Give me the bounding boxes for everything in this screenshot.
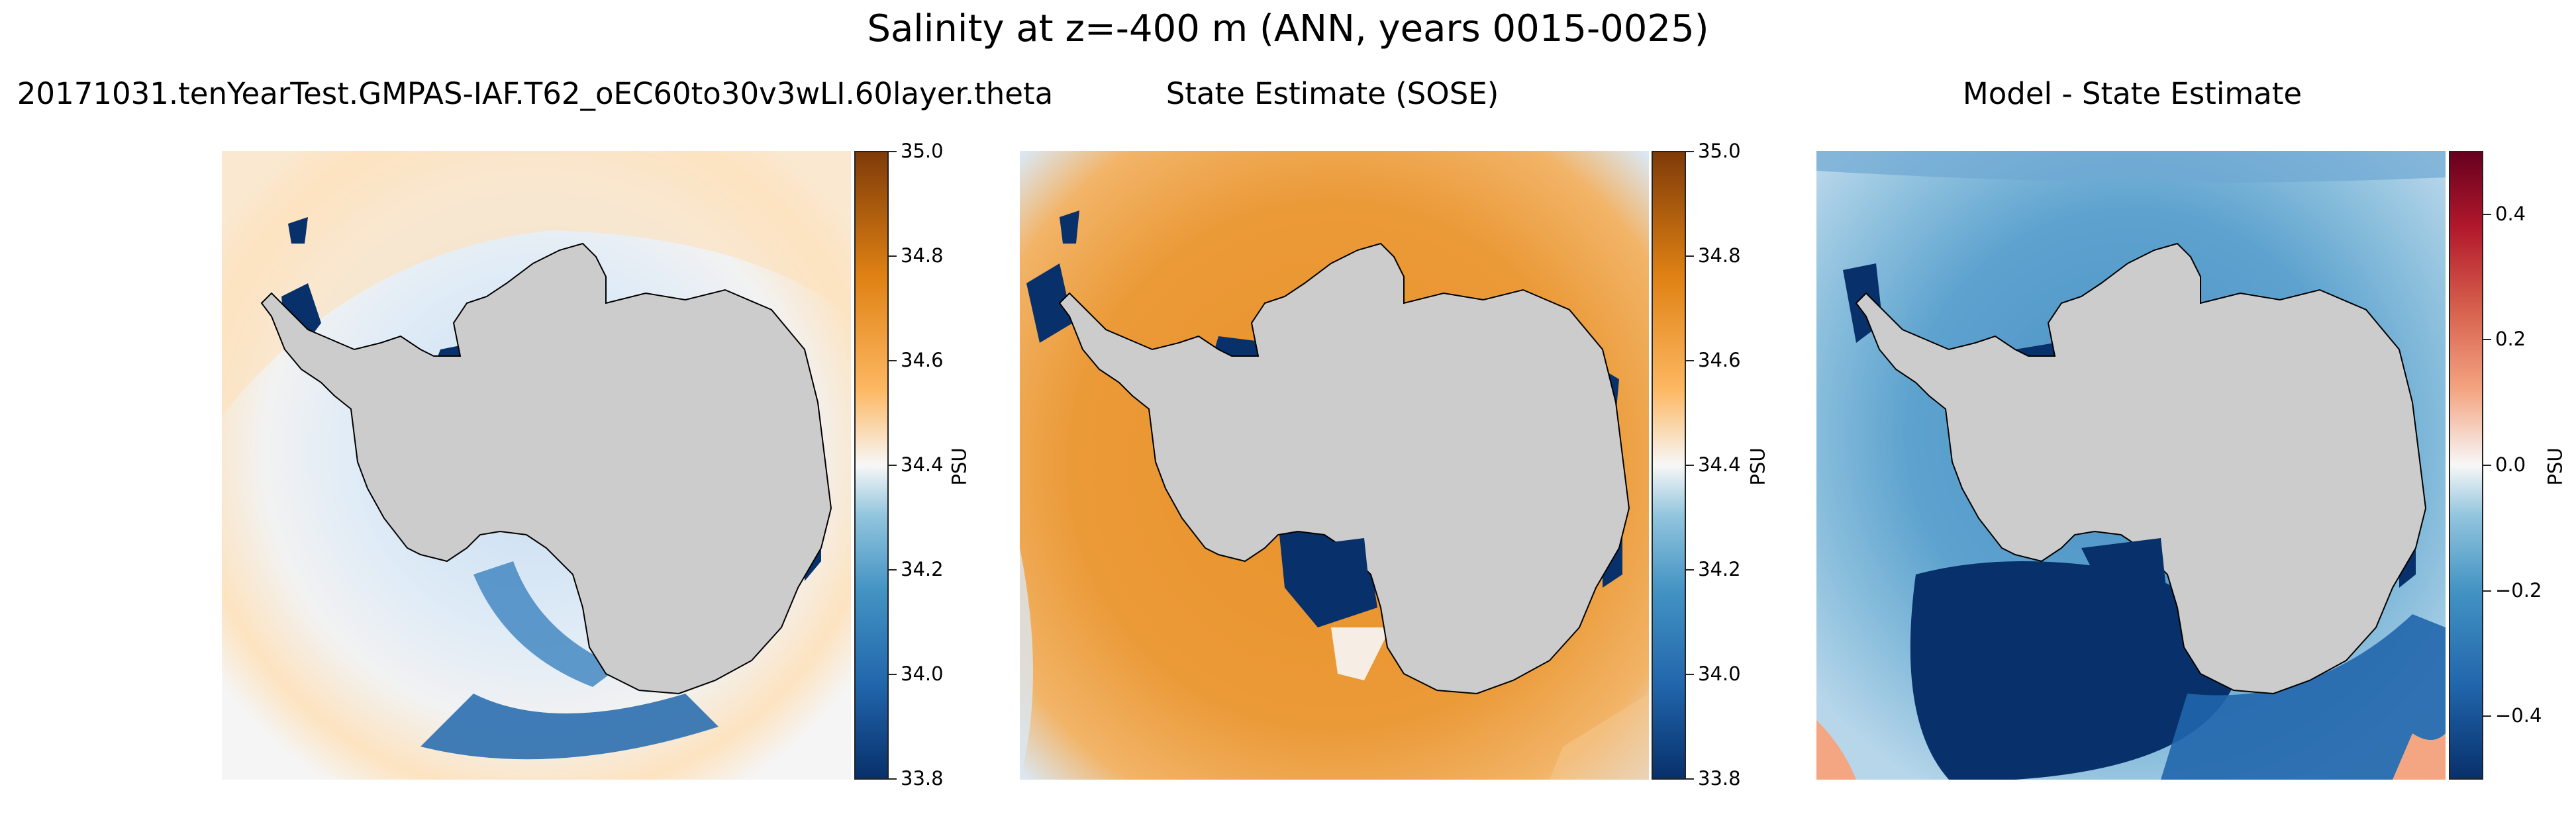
colorbar-tick <box>2483 465 2491 466</box>
colorbar-tick-label: 34.8 <box>901 244 944 267</box>
colorbar-tick-label: 34.6 <box>901 349 944 371</box>
panel-3-map <box>1816 151 2446 780</box>
colorbar-tick <box>889 151 897 152</box>
colorbar-tick <box>1686 465 1694 466</box>
colorbar-tick-label: 34.8 <box>1698 244 1741 267</box>
colorbar-tick <box>889 255 897 257</box>
panel-1-colorbar <box>854 151 889 780</box>
colorbar-tick <box>889 569 897 571</box>
colorbar-tick <box>1686 360 1694 361</box>
colorbar-tick-label: 35.0 <box>901 140 944 162</box>
colorbar-tick <box>2483 339 2491 341</box>
panel-2-colorbar <box>1652 151 1686 780</box>
colorbar-tick <box>2483 213 2491 215</box>
panel-1-title: 20171031.tenYearTest.GMPAS-IAF.T62_oEC60… <box>17 76 1054 111</box>
colorbar-tick-label: 34.0 <box>1698 662 1741 685</box>
colorbar-tick <box>1686 674 1694 675</box>
colorbar-tick-label: 34.4 <box>1698 453 1741 476</box>
colorbar-tick-label: 0.2 <box>2495 328 2526 351</box>
colorbar-tick-label: 34.2 <box>1698 558 1741 580</box>
colorbar-tick <box>889 674 897 675</box>
colorbar-tick <box>889 360 897 361</box>
colorbar-tick <box>889 465 897 466</box>
panel-3-colorbar-label: PSU <box>2544 447 2567 486</box>
colorbar-tick-label: 0.0 <box>2495 453 2526 476</box>
panel-2-map <box>1020 151 1649 780</box>
colorbar-tick-label: 35.0 <box>1698 140 1741 162</box>
panel-3-title: Model - State Estimate <box>1962 76 2303 111</box>
colorbar-tick <box>1686 255 1694 257</box>
colorbar-tick-label: 34.0 <box>901 662 944 685</box>
panel-2-title: State Estimate (SOSE) <box>1165 76 1499 111</box>
colorbar-tick-label: 34.2 <box>901 558 944 580</box>
colorbar-tick <box>1686 778 1694 780</box>
colorbar-tick-label: 34.4 <box>901 453 944 476</box>
colorbar-tick <box>2483 590 2491 592</box>
colorbar-tick-label: 33.8 <box>1698 767 1741 790</box>
colorbar-tick <box>889 778 897 780</box>
figure-title: Salinity at z=-400 m (ANN, years 0015-00… <box>867 7 1709 50</box>
panel-2-colorbar-label: PSU <box>1746 447 1769 486</box>
colorbar-tick-label: 33.8 <box>901 767 944 790</box>
panel-1-colorbar-label: PSU <box>948 447 971 486</box>
colorbar-tick-label: −0.4 <box>2495 704 2542 727</box>
colorbar-tick <box>1686 569 1694 571</box>
panel-1-map <box>222 151 851 780</box>
colorbar-tick-label: −0.2 <box>2495 578 2542 602</box>
colorbar-tick-label: 0.4 <box>2495 202 2526 225</box>
panel-3-colorbar <box>2449 151 2483 780</box>
colorbar-tick-label: 34.6 <box>1698 349 1741 371</box>
colorbar-tick <box>2483 715 2491 717</box>
colorbar-tick <box>1686 151 1694 152</box>
